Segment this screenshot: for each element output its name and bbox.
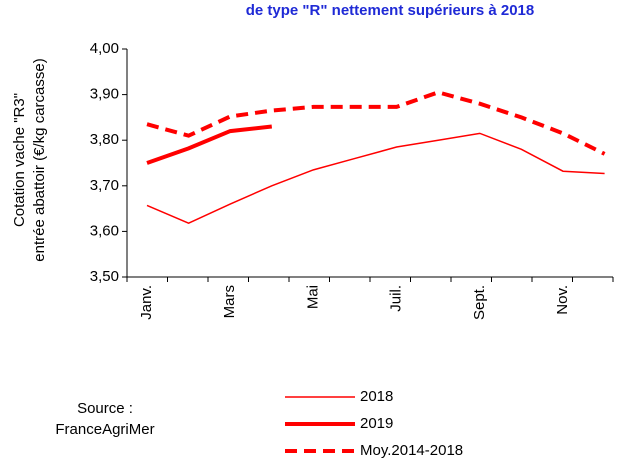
chart-title: de type "R" nettement supérieurs à 2018 bbox=[246, 2, 535, 19]
series-line bbox=[146, 132, 605, 225]
source: Source : bbox=[77, 400, 133, 417]
y-axis-label: Cotation vache "R3" bbox=[11, 93, 28, 227]
y-tick-label: 4,00 bbox=[90, 40, 119, 57]
x-tick-label: Sept. bbox=[471, 285, 488, 320]
y-tick-label: 3,90 bbox=[90, 86, 119, 103]
legend-label: 2019 bbox=[360, 415, 393, 432]
series-line bbox=[146, 124, 273, 165]
legend-label: Moy.2014-2018 bbox=[360, 442, 463, 459]
x-tick-label: Janv. bbox=[138, 285, 155, 320]
y-tick-label: 3,80 bbox=[90, 131, 119, 148]
x-tick-label: Juil. bbox=[388, 285, 405, 312]
x-tick-label: Nov. bbox=[554, 285, 571, 315]
y-tick-label: 3,50 bbox=[90, 268, 119, 285]
x-tick-label: Mars bbox=[221, 285, 238, 318]
source: FranceAgriMer bbox=[55, 421, 154, 438]
x-tick-label: Mai bbox=[304, 285, 321, 309]
y-tick-label: 3,60 bbox=[90, 222, 119, 239]
y-tick-label: 3,70 bbox=[90, 177, 119, 194]
legend-label: 2018 bbox=[360, 388, 393, 405]
y-axis-label: entrée abattoir (€/kg carcasse) bbox=[31, 58, 48, 261]
series-line bbox=[146, 90, 606, 156]
